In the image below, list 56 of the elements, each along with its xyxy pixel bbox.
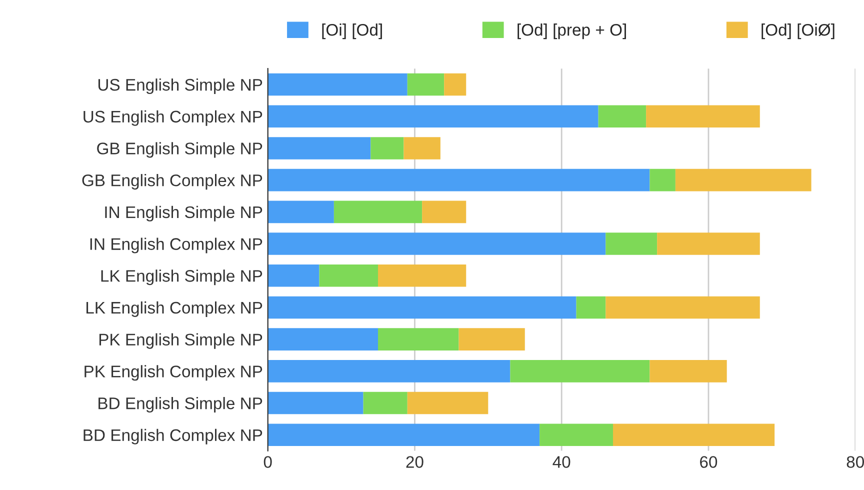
legend-label: [Oi] [Od] [322, 24, 382, 40]
bar [268, 296, 576, 319]
y-tick-label: GB English Complex NP [82, 174, 262, 190]
legend-label: [Od] [OiØ] [762, 24, 834, 40]
bar [598, 105, 646, 128]
y-tick-label: PK English Complex NP [84, 365, 262, 381]
bar [650, 168, 676, 192]
bar [444, 73, 466, 96]
bar [268, 360, 510, 382]
bar [650, 360, 727, 382]
bar [458, 328, 525, 350]
bar [657, 232, 760, 255]
bar [268, 328, 378, 350]
x-tick-label: 40 [552, 456, 570, 468]
y-tick-label: PK English Simple NP [99, 333, 262, 349]
bar [378, 264, 466, 287]
bar [268, 392, 364, 414]
y-tick-label: US English Simple NP [98, 78, 262, 94]
bar [675, 168, 812, 192]
y-tick-label: IN English Simple NP [105, 206, 262, 222]
bar [334, 200, 422, 224]
bar [606, 296, 760, 319]
y-tick-label: LK English Complex NP [86, 301, 262, 317]
bar [606, 232, 658, 255]
bar [268, 264, 320, 287]
bar [646, 105, 760, 128]
bar [268, 137, 371, 160]
y-tick-label: US English Complex NP [84, 110, 262, 126]
bar [613, 424, 775, 446]
x-tick-label: 0 [264, 456, 272, 468]
y-tick-label: GB English Simple NP [97, 142, 262, 158]
bar [404, 137, 440, 160]
y-tick-label: IN English Complex NP [90, 238, 262, 254]
bar [268, 168, 650, 192]
x-tick-label: 20 [406, 456, 424, 468]
y-tick-label: BD English Complex NP [84, 428, 262, 444]
bar [268, 200, 334, 224]
bar [268, 73, 408, 96]
bar [407, 73, 444, 96]
bar [407, 392, 488, 414]
bar [378, 328, 459, 350]
bar [319, 264, 378, 287]
x-tick-label: 80 [846, 456, 864, 468]
bar [510, 360, 650, 382]
x-tick-label: 60 [700, 456, 718, 468]
y-tick-label: BD English Simple NP [98, 396, 262, 413]
bar [268, 232, 606, 255]
bar [576, 296, 606, 319]
bar [422, 200, 466, 224]
legend-label: [Od] [prep + O] [518, 24, 626, 40]
y-tick-label: LK English Simple NP [101, 270, 262, 286]
bar [363, 392, 408, 414]
bar [268, 105, 598, 128]
bar [370, 137, 404, 160]
bar [268, 424, 540, 446]
bar [540, 424, 614, 446]
